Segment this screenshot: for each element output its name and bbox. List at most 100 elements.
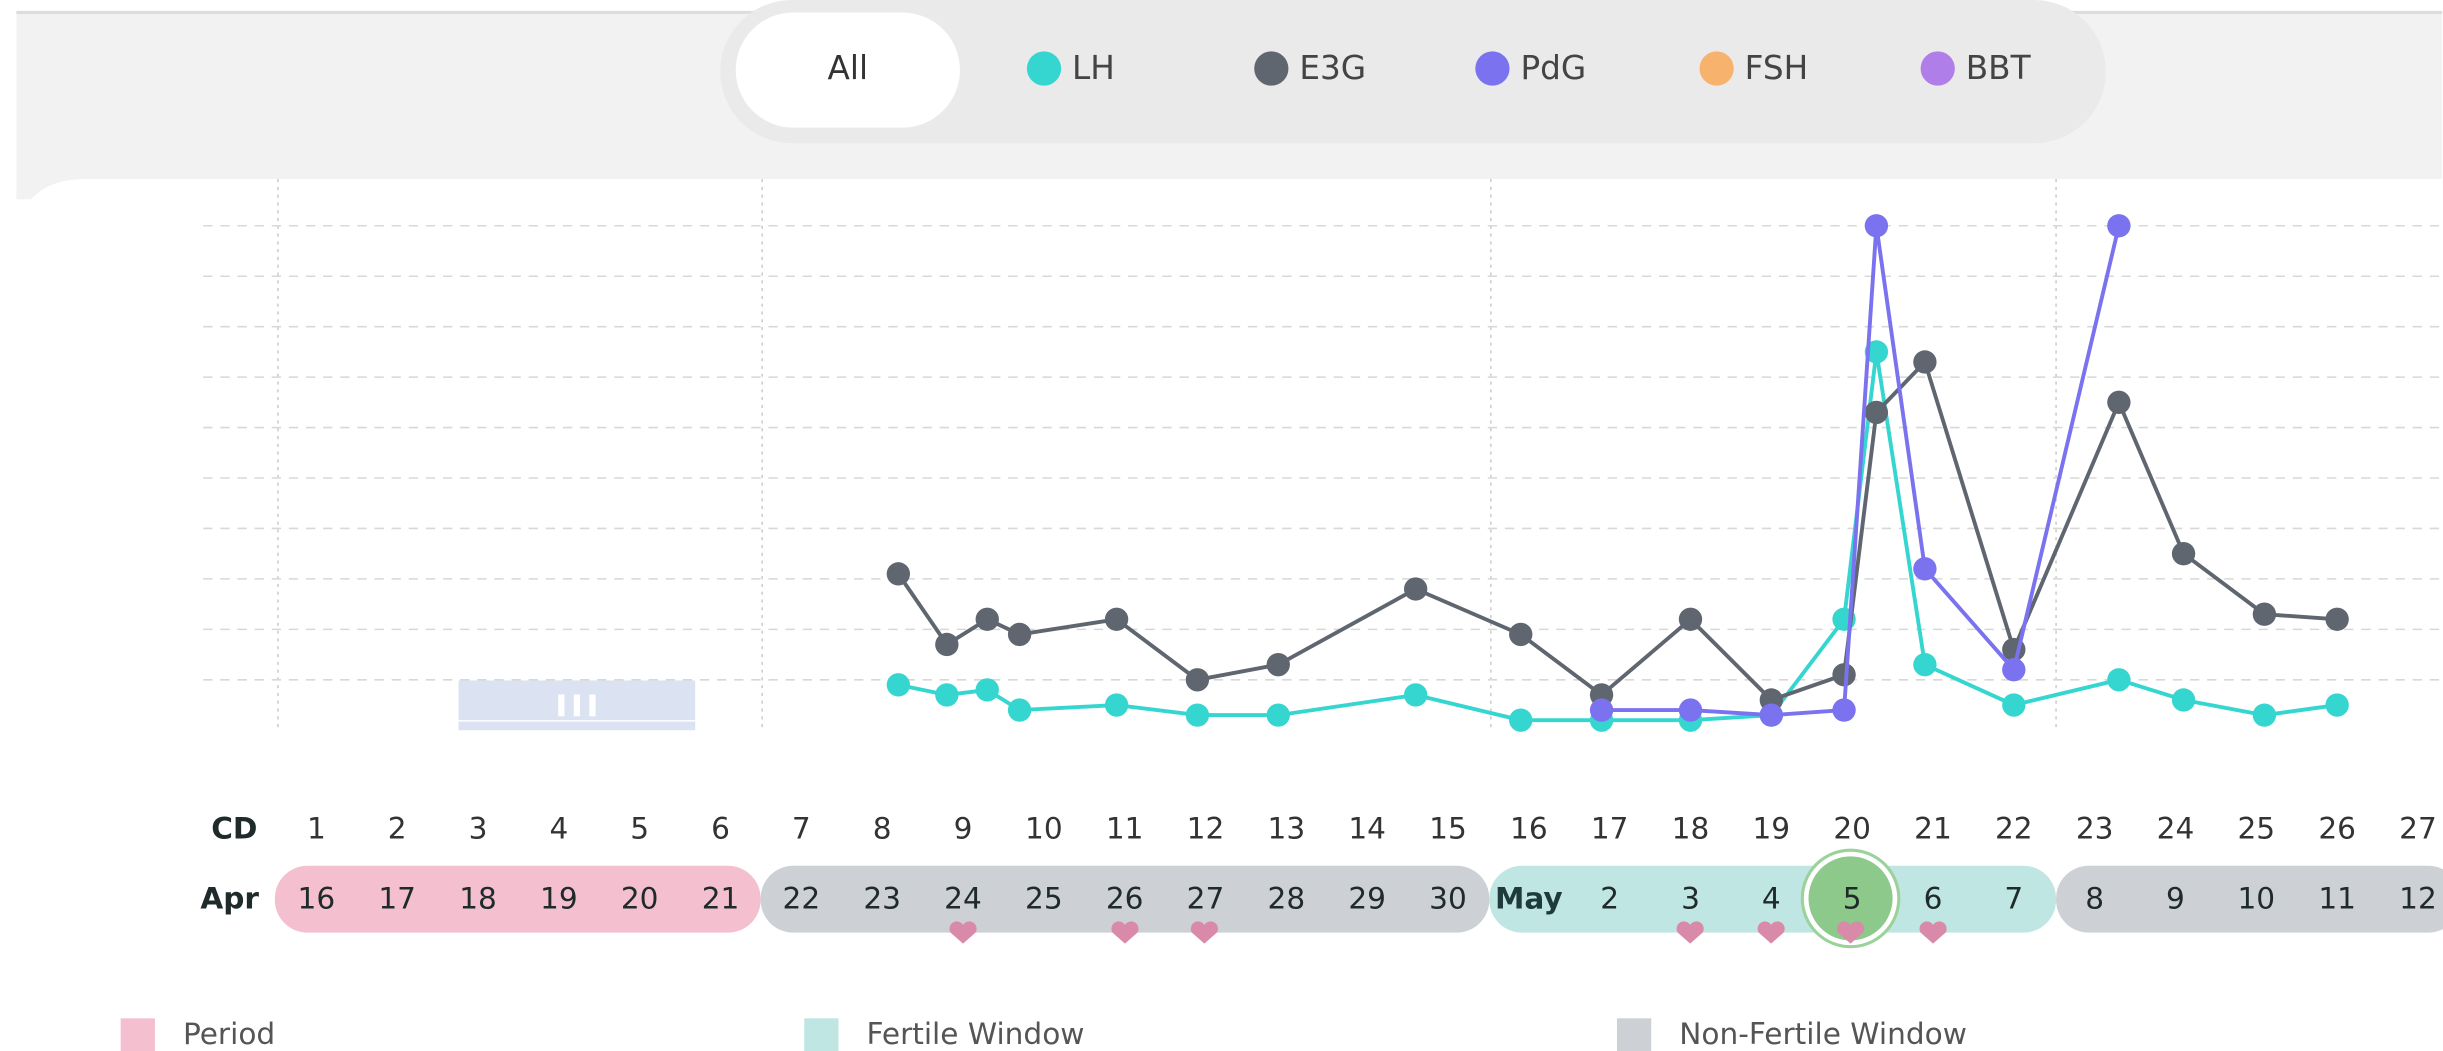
cd-tick-label: 9 xyxy=(954,811,973,845)
series-point xyxy=(2252,703,2277,727)
filter-active-bg xyxy=(735,12,960,128)
series-line xyxy=(897,351,2338,723)
date-label: 25 xyxy=(1025,881,1063,915)
series-point xyxy=(935,683,959,707)
filter-pill[interactable]: E3G xyxy=(1254,49,1366,87)
date-label: 30 xyxy=(1429,881,1467,915)
series-point xyxy=(1678,698,1703,722)
cd-tick-label: 1 xyxy=(307,811,326,845)
series-point xyxy=(1007,698,1032,722)
legend-swatch xyxy=(120,1018,155,1051)
series-point xyxy=(1007,622,1032,647)
series-point xyxy=(1185,668,1210,692)
date-label: 3 xyxy=(1681,881,1700,915)
filter-dot xyxy=(1254,51,1289,86)
filter-bar xyxy=(720,0,2106,144)
filters: All LH E3G PdG FSH BBT xyxy=(735,12,2032,128)
series-point xyxy=(886,673,911,697)
month-label: Apr xyxy=(200,881,259,915)
cd-label: CD xyxy=(211,811,257,845)
legend-swatch xyxy=(1616,1018,1652,1051)
filter-label: E3G xyxy=(1299,49,1366,87)
series-point xyxy=(1589,698,1614,722)
cd-tick-label: 19 xyxy=(1752,811,1790,845)
series-point xyxy=(935,632,959,657)
series-point xyxy=(1759,703,1783,727)
series-point xyxy=(2107,214,2131,238)
cd-tick-label: 18 xyxy=(1672,811,1710,845)
filter-dot xyxy=(1920,51,1955,86)
cd-tick-label: 2 xyxy=(388,811,407,845)
series-point xyxy=(1864,400,1889,425)
cd-tick-label: 10 xyxy=(1025,811,1063,845)
cd-tick-label: 14 xyxy=(1348,811,1386,845)
date-label: 12 xyxy=(2399,881,2437,915)
cd-tick-label: 24 xyxy=(2157,811,2195,845)
series-point xyxy=(1913,350,1937,374)
date-label: 16 xyxy=(298,881,336,915)
cd-tick-label: 12 xyxy=(1187,811,1225,845)
filter-pill[interactable]: All xyxy=(735,12,960,128)
legend-label: Non-Fertile Window xyxy=(1679,1017,1967,1051)
filter-pill[interactable]: BBT xyxy=(1920,49,2032,87)
series-point xyxy=(975,678,999,702)
date-label: 26 xyxy=(1106,881,1144,915)
filter-pill[interactable]: FSH xyxy=(1699,49,1809,87)
date-label: 8 xyxy=(2085,881,2104,915)
cd-tick-label: 26 xyxy=(2318,811,2356,845)
filter-pill[interactable]: PdG xyxy=(1475,49,1586,87)
series-point xyxy=(1913,652,1937,677)
date-label: 23 xyxy=(863,881,901,915)
date-label: 17 xyxy=(378,881,416,915)
date-label: 5 xyxy=(1843,881,1862,915)
today-circle xyxy=(1808,856,1893,941)
cd-tick-label: 3 xyxy=(469,811,488,845)
marker-icon xyxy=(558,694,596,717)
filter-pill[interactable]: LH xyxy=(1026,49,1115,87)
filter-label: BBT xyxy=(1966,49,2032,87)
cd-tick-label: 27 xyxy=(2399,811,2437,845)
series-point xyxy=(1678,607,1703,631)
filter-label: PdG xyxy=(1520,49,1586,87)
fertile-band xyxy=(1489,865,2057,933)
date-label: 9 xyxy=(2166,881,2185,915)
filter-dot xyxy=(1026,51,1062,86)
date-label: 22 xyxy=(783,881,821,915)
series-point xyxy=(1509,708,1533,732)
date-label: 19 xyxy=(540,881,578,915)
cd-tick-label: 6 xyxy=(711,811,730,845)
legend-label: Fertile Window xyxy=(866,1017,1084,1051)
date-label: 7 xyxy=(2004,881,2023,915)
series-point xyxy=(2002,658,2026,682)
series-point xyxy=(1185,703,1210,727)
hearts xyxy=(949,921,1947,944)
date-label: 20 xyxy=(621,881,659,915)
series-point xyxy=(1913,557,1937,581)
filter-dot xyxy=(1699,51,1734,86)
date-label: 29 xyxy=(1348,881,1386,915)
series-point xyxy=(2107,390,2131,415)
series-point xyxy=(2171,688,2196,712)
series-point xyxy=(886,562,911,586)
phase-bands xyxy=(274,848,2443,949)
series-point xyxy=(2252,602,2277,626)
series-line xyxy=(896,358,2338,703)
date-label: 18 xyxy=(459,881,497,915)
series-point xyxy=(1509,622,1533,647)
date-label: 2 xyxy=(1600,881,1619,915)
card xyxy=(16,179,2443,1051)
cd-tick-label: 11 xyxy=(1106,811,1144,845)
date-label: 11 xyxy=(2318,881,2356,915)
series-point xyxy=(975,607,999,631)
filter-label: FSH xyxy=(1745,49,1809,87)
date-label: 10 xyxy=(2237,881,2275,915)
cd-tick-label: 7 xyxy=(792,811,811,845)
series-point xyxy=(2107,668,2131,692)
date-label: 21 xyxy=(702,881,740,915)
series-point xyxy=(1104,607,1129,631)
cycle-dividers xyxy=(277,179,2057,731)
non-fertile-band xyxy=(2056,865,2443,933)
cd-tick-label: 15 xyxy=(1429,811,1467,845)
series-point xyxy=(1864,214,1889,238)
